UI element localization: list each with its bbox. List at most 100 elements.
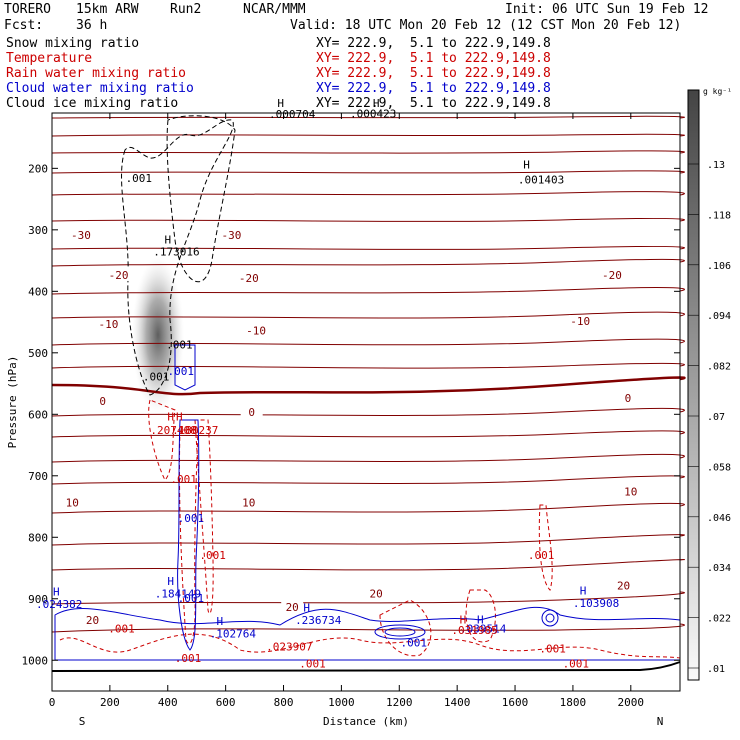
legend-rain-name: Rain water mixing ratio	[6, 66, 187, 81]
temperature-label-bg	[281, 600, 304, 613]
header-resolution: 15km ARW	[76, 2, 139, 17]
header-org: NCAR/MMM	[243, 2, 306, 17]
temperature-label: 0	[248, 406, 255, 419]
colorbar-unit: g kg⁻¹	[703, 87, 732, 96]
maximum-h-marker: H	[373, 97, 380, 110]
y-axis-label: Pressure (hPa)	[6, 356, 19, 449]
temperature-label: 0	[625, 392, 632, 405]
header-fcst-value: 36 h	[76, 18, 108, 33]
temperature-label: 20	[86, 614, 99, 627]
x-axis-left-end: S	[79, 715, 86, 728]
x-tick-label: 800	[274, 696, 294, 709]
x-tick-label: 200	[100, 696, 120, 709]
temperature-label: -10	[98, 318, 118, 331]
temperature-label-bg	[91, 395, 114, 407]
y-tick-label: 600	[28, 408, 48, 421]
maximum-value-label: .000704	[269, 108, 316, 121]
legend-cloud-ice-name: Cloud ice mixing ratio	[6, 96, 179, 111]
maximum-h-marker: H	[164, 233, 171, 246]
temperature-label-bg	[365, 587, 388, 600]
colorbar-label: .106	[707, 261, 731, 272]
x-tick-label: 600	[216, 696, 236, 709]
legend-temperature-name: Temperature	[6, 51, 93, 66]
x-axis-label: Distance (km)	[323, 715, 409, 728]
temperature-label-bg	[569, 315, 592, 328]
rain-contours	[59, 399, 681, 659]
maximum-value-label: .184149	[155, 588, 201, 601]
maximum-h-marker: H	[167, 410, 174, 423]
y-tick-label: 1000	[22, 654, 49, 667]
legend-snow-xy: XY= 222.9, 5.1 to 222.9,149.8	[316, 36, 551, 51]
contour-value-label: .001	[168, 365, 195, 378]
freezing-level	[51, 376, 686, 396]
maximum-h-marker: H	[460, 613, 467, 626]
legend-cloud-ice-xy: XY= 222.9, 5.1 to 222.9,149.8	[316, 96, 551, 111]
temperature-label-bg	[237, 272, 260, 285]
contour-value-label: .001	[166, 339, 193, 352]
y-tick-label: 500	[28, 347, 48, 360]
colorbar-label: .118	[707, 210, 731, 221]
maxima-labels: .000704 .000423 .001403 .173016 .184149 .1027…	[36, 107, 619, 653]
header-valid: Valid: 18 UTC Mon 20 Feb 12 (12 CST Mon …	[290, 18, 682, 33]
temperature-label-bg	[612, 579, 635, 592]
temperature-label-bg	[237, 496, 260, 509]
contour-value-label: .001	[299, 658, 326, 671]
contour-value-label: .001	[175, 652, 202, 665]
snow-contours	[121, 115, 236, 396]
x-tick-label: 1400	[444, 696, 471, 709]
y-tick-label: 400	[28, 285, 48, 298]
contour-value-label: .001	[528, 549, 555, 562]
temperature-label: 10	[242, 496, 255, 509]
ground	[51, 661, 681, 672]
temperature-labels: -30 -30 -20 -20 -20 -10 -10 -10 0 0 0 10 10 10 20 20 20 2…	[61, 228, 642, 627]
y-tick-label: 800	[28, 531, 48, 544]
temperature-label: 10	[66, 496, 79, 509]
temperature-label: -10	[246, 324, 266, 337]
maximum-h-marker: H	[580, 584, 587, 597]
temperature-label: 20	[370, 587, 383, 600]
contour-value-label: .001	[143, 370, 170, 383]
colorbar: g kg⁻¹ .13 .118 .106 .094 .082 .07 .058 .046 .03…	[687, 87, 732, 681]
contour-value-label: .001	[199, 549, 226, 562]
x-axis-ticks: 0 200 400 600 800 1000 1200 1400 1600 1800 2000	[49, 113, 644, 709]
contour-value-label: .001	[539, 642, 566, 655]
colorbar-label: .034	[707, 563, 731, 574]
temperature-label: 0	[99, 395, 106, 408]
maximum-value-label: .180237	[172, 424, 218, 437]
colorbar-label: .046	[707, 513, 731, 524]
temperature-label-bg	[97, 318, 120, 331]
temperature-label: -10	[570, 315, 590, 328]
x-tick-label: 0	[49, 696, 56, 709]
temperature-label-bg	[616, 391, 639, 404]
x-tick-label: 1200	[386, 696, 413, 709]
temperature-label-bg	[240, 406, 263, 419]
legend-cloud-water-xy: XY= 222.9, 5.1 to 222.9,149.8	[316, 81, 551, 96]
axes-frame	[51, 112, 681, 692]
temperature-label-bg	[220, 228, 243, 241]
temperature-label: -20	[239, 272, 259, 285]
maximum-h-marker: H	[477, 613, 484, 626]
cloud-water-contours	[54, 344, 681, 661]
header-init: Init: 06 UTC Sun 19 Feb 12	[505, 2, 709, 17]
maximum-value-label: .207408	[150, 424, 196, 437]
maximum-value-label: .103908	[573, 597, 619, 610]
temperature-label-bg	[69, 228, 92, 241]
maximum-value-label: .039514	[460, 623, 507, 636]
contour-value-label: .001	[108, 623, 135, 636]
contour-value-label: .001	[178, 512, 205, 525]
maximum-value-label: .000423	[350, 107, 396, 120]
contour-value-label: .001	[563, 658, 590, 671]
legend-rain-xy: XY= 222.9, 5.1 to 222.9,149.8	[316, 66, 551, 81]
colorbar-labels: .13 .118 .106 .094 .082 .07 .058 .046 .034 .022 .0…	[688, 160, 731, 675]
x-axis-right-end: N	[657, 715, 664, 728]
y-tick-label: 700	[28, 470, 48, 483]
maximum-value-label: .236734	[295, 614, 342, 627]
temperature-label-bg	[600, 268, 623, 281]
x-tick-label: 1800	[560, 696, 587, 709]
maximum-h-marker: H	[167, 575, 174, 588]
temperature-label: -30	[221, 229, 241, 242]
temperature-label: 20	[617, 579, 630, 592]
x-tick-label: 1600	[502, 696, 529, 709]
maximum-h-marker: H	[217, 615, 224, 628]
